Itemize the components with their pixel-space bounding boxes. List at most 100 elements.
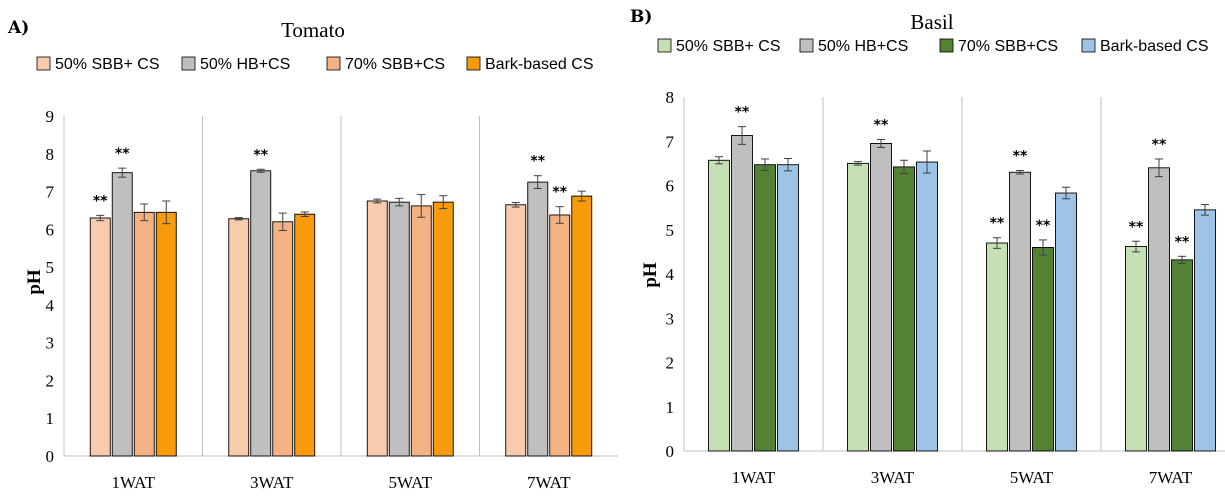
legend-swatch <box>326 56 341 71</box>
y-tick-label: 6 <box>46 220 55 239</box>
significance-label: ** <box>115 146 130 162</box>
bar <box>916 161 938 452</box>
legend-entry: 70% SBB+CS <box>958 38 1058 55</box>
y-tick-label: 4 <box>666 265 675 284</box>
y-tick-label: 7 <box>46 183 55 202</box>
bar <box>432 201 454 457</box>
bar <box>366 200 388 457</box>
y-tick-label: 5 <box>46 258 55 277</box>
x-category-label: 3WAT <box>250 473 294 492</box>
significance-label: ** <box>93 193 108 209</box>
significance-label: ** <box>1129 219 1144 235</box>
axes-tomato: 0 1 2 3 4 5 6 7 8 9 1WAT 3WAT 5WAT 7WAT <box>46 107 618 492</box>
y-tick-label: 8 <box>46 145 55 164</box>
bar <box>527 181 549 457</box>
chart-title-tomato: Tomato <box>281 18 345 42</box>
y-tick-label: 2 <box>666 354 675 373</box>
x-category-label: 3WAT <box>871 468 915 487</box>
legend-swatch <box>181 56 196 71</box>
y-tick-label: 1 <box>666 398 675 417</box>
bar <box>1055 192 1077 452</box>
legend-swatch <box>36 56 51 71</box>
tomato-panel: A) Tomato pH 50% SBB+ CS 50% HB+CS 70% SBB… <box>7 18 618 492</box>
bar <box>893 166 915 452</box>
x-category-label: 7WAT <box>527 473 571 492</box>
y-tick-label: 6 <box>666 177 675 196</box>
x-category-label: 1WAT <box>732 468 776 487</box>
bar <box>89 217 111 457</box>
x-category-label: 7WAT <box>1149 468 1193 487</box>
bar <box>1032 246 1054 452</box>
bars-tomato: ** ** ** ** ** <box>89 146 593 457</box>
y-tick-label: 2 <box>46 371 55 390</box>
legend-basil: 50% SBB+ CS 50% HB+CS 70% SBB+CS Bark-based… <box>657 38 1209 55</box>
y-tick-label: 1 <box>46 409 55 428</box>
y-tick-label: 7 <box>666 132 675 151</box>
bar <box>505 204 527 457</box>
bar <box>155 211 177 457</box>
basil-panel: B) Basil pH 50% SBB+ CS 50% HB+CS 70% SBB+… <box>630 7 1225 487</box>
legend-entry: 50% HB+CS <box>200 56 290 73</box>
y-axis-label-basil: pH <box>640 262 661 288</box>
bars-basil: ** ** ** ** ** ** ** ** <box>708 105 1216 452</box>
significance-label: ** <box>1036 218 1051 234</box>
axes-basil: 0 1 2 3 4 5 6 7 8 1WAT 3WAT 5WAT 7WAT <box>666 88 1225 487</box>
bar <box>1171 259 1193 452</box>
y-tick-label: 9 <box>46 107 55 126</box>
significance-label: ** <box>735 105 750 121</box>
x-category-label: 1WAT <box>112 473 156 492</box>
y-axis-label-tomato: pH <box>24 269 45 295</box>
significance-label: ** <box>1013 148 1028 164</box>
bar <box>388 201 410 457</box>
significance-label: ** <box>1152 137 1167 153</box>
chart-title-basil: Basil <box>910 10 953 34</box>
bar <box>731 135 753 452</box>
y-tick-label: 8 <box>666 88 675 107</box>
y-tick-label: 5 <box>666 221 675 240</box>
legend-swatch <box>939 38 954 53</box>
y-tick-label: 4 <box>46 296 55 315</box>
bar <box>272 221 294 457</box>
bar <box>1125 246 1147 452</box>
significance-label: ** <box>253 147 268 163</box>
legend-swatch <box>799 38 814 53</box>
significance-label: ** <box>552 185 567 201</box>
bar <box>1009 171 1031 452</box>
bar <box>870 143 892 452</box>
significance-label: ** <box>1175 234 1190 250</box>
legend-entry: 50% HB+CS <box>818 38 908 55</box>
bar <box>571 195 593 457</box>
y-tick-label: 0 <box>666 442 675 461</box>
legend-entry: 50% SBB+ CS <box>676 38 781 55</box>
legend-swatch <box>1081 38 1096 53</box>
y-tick-label: 3 <box>46 334 55 353</box>
x-category-label: 5WAT <box>1010 468 1054 487</box>
bar <box>410 205 432 457</box>
legend-swatch <box>657 38 672 53</box>
legend-entry: Bark-based CS <box>1100 38 1209 55</box>
bar <box>708 159 730 452</box>
legend-swatch <box>466 56 481 71</box>
bar <box>1194 209 1216 452</box>
bar <box>1148 167 1170 452</box>
legend-entry: Bark-based CS <box>485 56 594 73</box>
panel-label-a: A) <box>7 18 29 38</box>
bar <box>549 214 571 457</box>
bar <box>754 164 776 452</box>
x-category-label: 5WAT <box>389 473 433 492</box>
legend-entry: 70% SBB+CS <box>345 56 445 73</box>
legend-tomato: 50% SBB+ CS 50% HB+CS 70% SBB+CS Bark-based… <box>36 56 594 73</box>
bar <box>111 172 133 457</box>
bar <box>228 218 250 457</box>
bar <box>250 170 272 457</box>
bar <box>133 211 155 457</box>
significance-label: ** <box>530 154 545 170</box>
bar <box>294 213 316 457</box>
y-tick-label: 3 <box>666 309 675 328</box>
legend-entry: 50% SBB+ CS <box>55 56 160 73</box>
y-tick-label: 0 <box>46 447 55 466</box>
panel-label-b: B) <box>630 7 652 27</box>
bar <box>777 164 799 452</box>
significance-label: ** <box>990 216 1005 232</box>
